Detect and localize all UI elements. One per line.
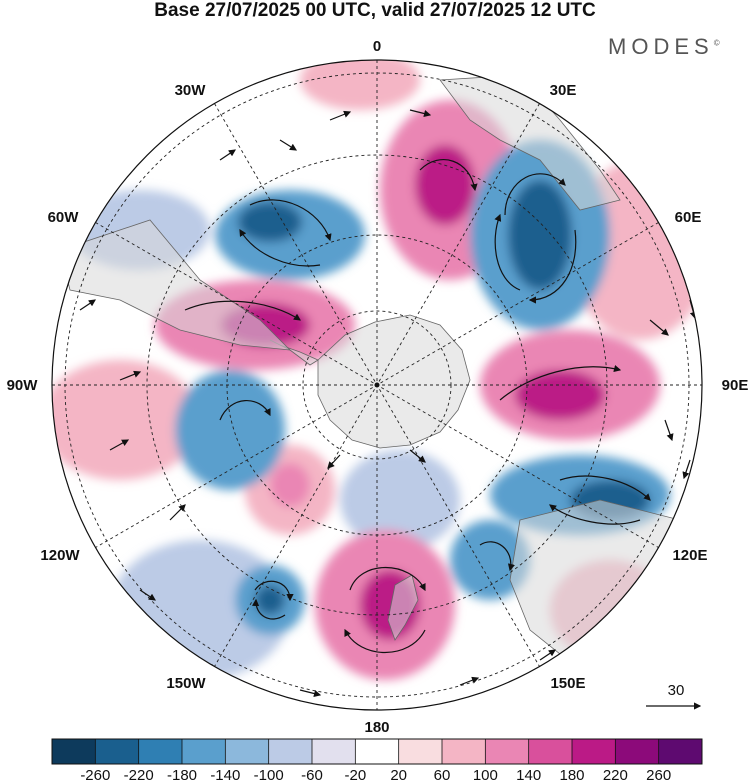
wind-vector — [219, 149, 236, 161]
wind-vector — [329, 110, 352, 121]
colorbar-swatch — [485, 739, 530, 764]
wind-vector — [169, 504, 186, 521]
wind-vector — [499, 365, 622, 401]
colorbar-swatch — [95, 739, 140, 764]
wind-vector — [599, 129, 615, 146]
south-america — [59, 219, 292, 351]
colorbar-swatch — [658, 739, 703, 764]
wind-vector — [409, 109, 432, 118]
wind-vector — [479, 541, 515, 572]
wind-vector — [349, 567, 426, 592]
lon-label-150w: 150W — [166, 675, 206, 692]
colorbar-tick-label: -180 — [167, 767, 197, 783]
colorbar-tick-label: 20 — [390, 767, 407, 783]
wind-vector — [649, 319, 669, 336]
wind-vector — [459, 676, 480, 686]
lon-label-60w: 60W — [48, 209, 80, 226]
colorbar-swatch — [225, 739, 270, 764]
anomaly-neg-core — [508, 180, 572, 290]
colorbar-tick-label: -100 — [254, 767, 284, 783]
wind-vector — [549, 504, 641, 525]
brand-name: MODES — [608, 34, 714, 59]
colorbar-tick-label: 260 — [646, 767, 671, 783]
wind-vector — [682, 459, 691, 480]
wind-vector — [109, 439, 130, 451]
colorbar-swatch — [442, 739, 486, 764]
map-disc — [52, 60, 702, 710]
wind-vector — [139, 589, 156, 601]
wind-vector — [254, 580, 294, 602]
colorbar-swatch — [312, 739, 356, 764]
lon-label-150e: 150E — [550, 675, 585, 692]
anomaly-pos-light — [300, 60, 420, 110]
wind-vector — [419, 159, 478, 192]
anomaly-neg-core — [238, 202, 302, 242]
wind-vector — [219, 400, 271, 421]
colorbar-tick-label: -140 — [210, 767, 240, 783]
colorbar-tick-label: 140 — [516, 767, 541, 783]
map-title: Base 27/07/2025 00 UTC, valid 27/07/2025… — [154, 0, 596, 21]
wind-vector — [249, 199, 332, 242]
colorbar-swatch — [572, 739, 616, 764]
lon-label-90e: 90E — [722, 377, 749, 394]
reference-vector-label: 30 — [668, 682, 685, 699]
colorbar-tick-label: 60 — [434, 767, 451, 783]
colorbar-swatch — [138, 739, 183, 764]
anomaly-pos-core — [515, 370, 605, 420]
wind-vector — [494, 213, 521, 291]
lon-label-60e: 60E — [675, 209, 702, 226]
brand-mark: © — [713, 38, 720, 48]
reference-vector: 30 — [646, 682, 702, 710]
colorbar-swatch — [182, 739, 226, 764]
colorbar-swatch — [355, 739, 400, 764]
wind-vector — [79, 299, 96, 311]
colorbar-border — [51, 738, 703, 765]
lon-label-30w: 30W — [175, 82, 207, 99]
colorbar-tick-label: -60 — [301, 767, 323, 783]
colorbar-swatch — [615, 739, 660, 764]
wind-vector — [327, 454, 341, 469]
lon-label-30e: 30E — [550, 82, 577, 99]
lon-label-180: 180 — [364, 719, 389, 736]
wind-vector — [279, 139, 298, 151]
map-boundary — [51, 59, 703, 711]
anomaly-pos-core — [270, 463, 310, 507]
colorbar-tick-label: -260 — [80, 767, 110, 783]
lon-label-0: 0 — [373, 38, 381, 55]
wind-vector — [239, 228, 321, 267]
lon-label-120w: 120W — [40, 547, 80, 564]
colorbar-tick-label: -220 — [124, 767, 154, 783]
wind-vector — [299, 689, 322, 698]
anomaly-pos-core — [415, 145, 475, 225]
wind-vector — [409, 449, 426, 463]
wind-vector — [344, 628, 426, 653]
wind-vector — [504, 173, 566, 216]
colorbar-swatch — [268, 739, 313, 764]
wind-vector — [539, 649, 556, 661]
wind-vector — [252, 598, 286, 620]
anomaly-neg-core — [255, 585, 285, 615]
lon-label-90w: 90W — [7, 377, 39, 394]
wind-vector — [119, 370, 142, 381]
wind-vector — [528, 229, 577, 304]
anomaly-pos-light — [52, 360, 200, 480]
colorbar-swatch — [398, 739, 443, 764]
wind-vector — [184, 300, 301, 321]
colorbar-tick-label: 220 — [603, 767, 628, 783]
colorbar-tick-label: -20 — [344, 767, 366, 783]
lon-label-120e: 120E — [672, 547, 707, 564]
brand-logo: MODES© — [608, 34, 720, 60]
anomaly-neg — [175, 370, 285, 490]
colorbar-swatch — [528, 739, 573, 764]
colorbar-swatch — [52, 739, 96, 764]
colorbar-tick-label: 100 — [473, 767, 498, 783]
colorbar-tick-label: 180 — [559, 767, 584, 783]
south-pole-marker — [374, 382, 380, 388]
colorbar: -260 -220 -180 -140 -100 -60 -20 20 60 100 140 180 2… — [51, 738, 703, 783]
wind-vector — [664, 419, 674, 442]
wind-vector — [599, 627, 616, 641]
wind-vector — [559, 475, 651, 501]
